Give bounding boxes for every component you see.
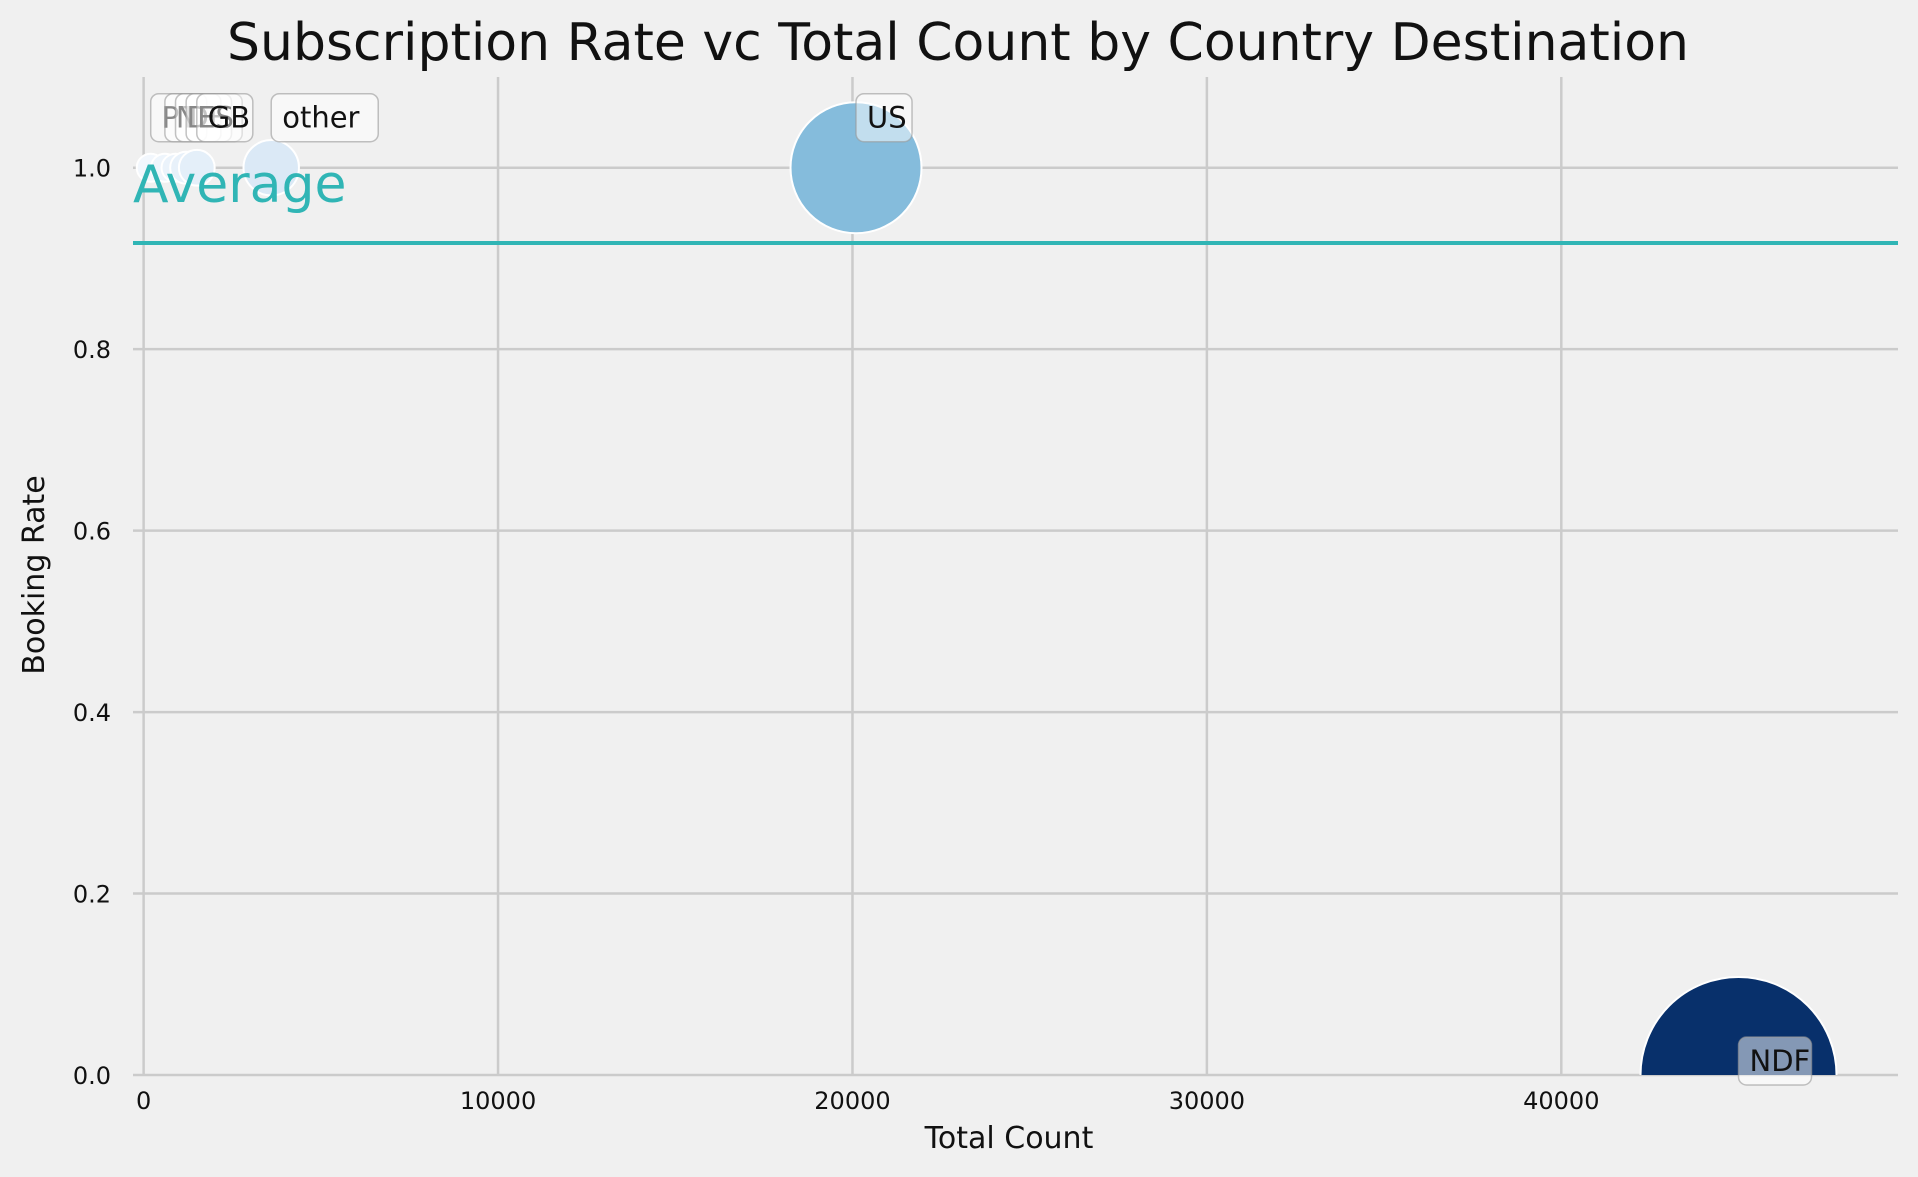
y-tick-label: 0.8 [73,336,111,364]
bubble-other [242,139,300,197]
bubble-label-box [1737,1036,1813,1086]
x-tick-label: 0 [136,1087,151,1115]
x-tick-label: 20000 [814,1087,890,1115]
bubble-labels-layer: PTNLDEESGBotherUSNDF [149,92,1813,1086]
bubble-label-ndf: NDF [1750,1044,1811,1078]
y-tick-label: 0.0 [73,1062,111,1090]
chart-title: Subscription Rate vc Total Count by Coun… [227,13,1689,73]
average-label: Average [133,155,347,215]
bubble-label-other: other [282,101,359,135]
ticks-layer: 0 10000 20000 30000 40000 0.0 0.2 0.4 0.6 0.8 1.0 [73,155,1600,1115]
bubble-label-box [196,92,254,143]
x-tick-label: 40000 [1523,1087,1599,1115]
y-tick-label: 0.4 [73,699,111,727]
bubble-label-gb: GB [208,101,250,135]
bubble-gb [177,148,216,187]
y-tick-label: 0.6 [73,518,111,546]
bubble-label-us: US [867,101,907,135]
y-axis-label: Booking Rate [17,475,52,674]
bubble-label-box [855,92,913,143]
y-tick-label: 0.2 [73,881,111,909]
y-tick-label: 1.0 [73,155,111,183]
x-tick-label: 10000 [460,1087,536,1115]
bubble-label-box [270,92,379,143]
x-tick-label: 30000 [1169,1087,1245,1115]
x-axis-label: Total Count [924,1121,1094,1156]
